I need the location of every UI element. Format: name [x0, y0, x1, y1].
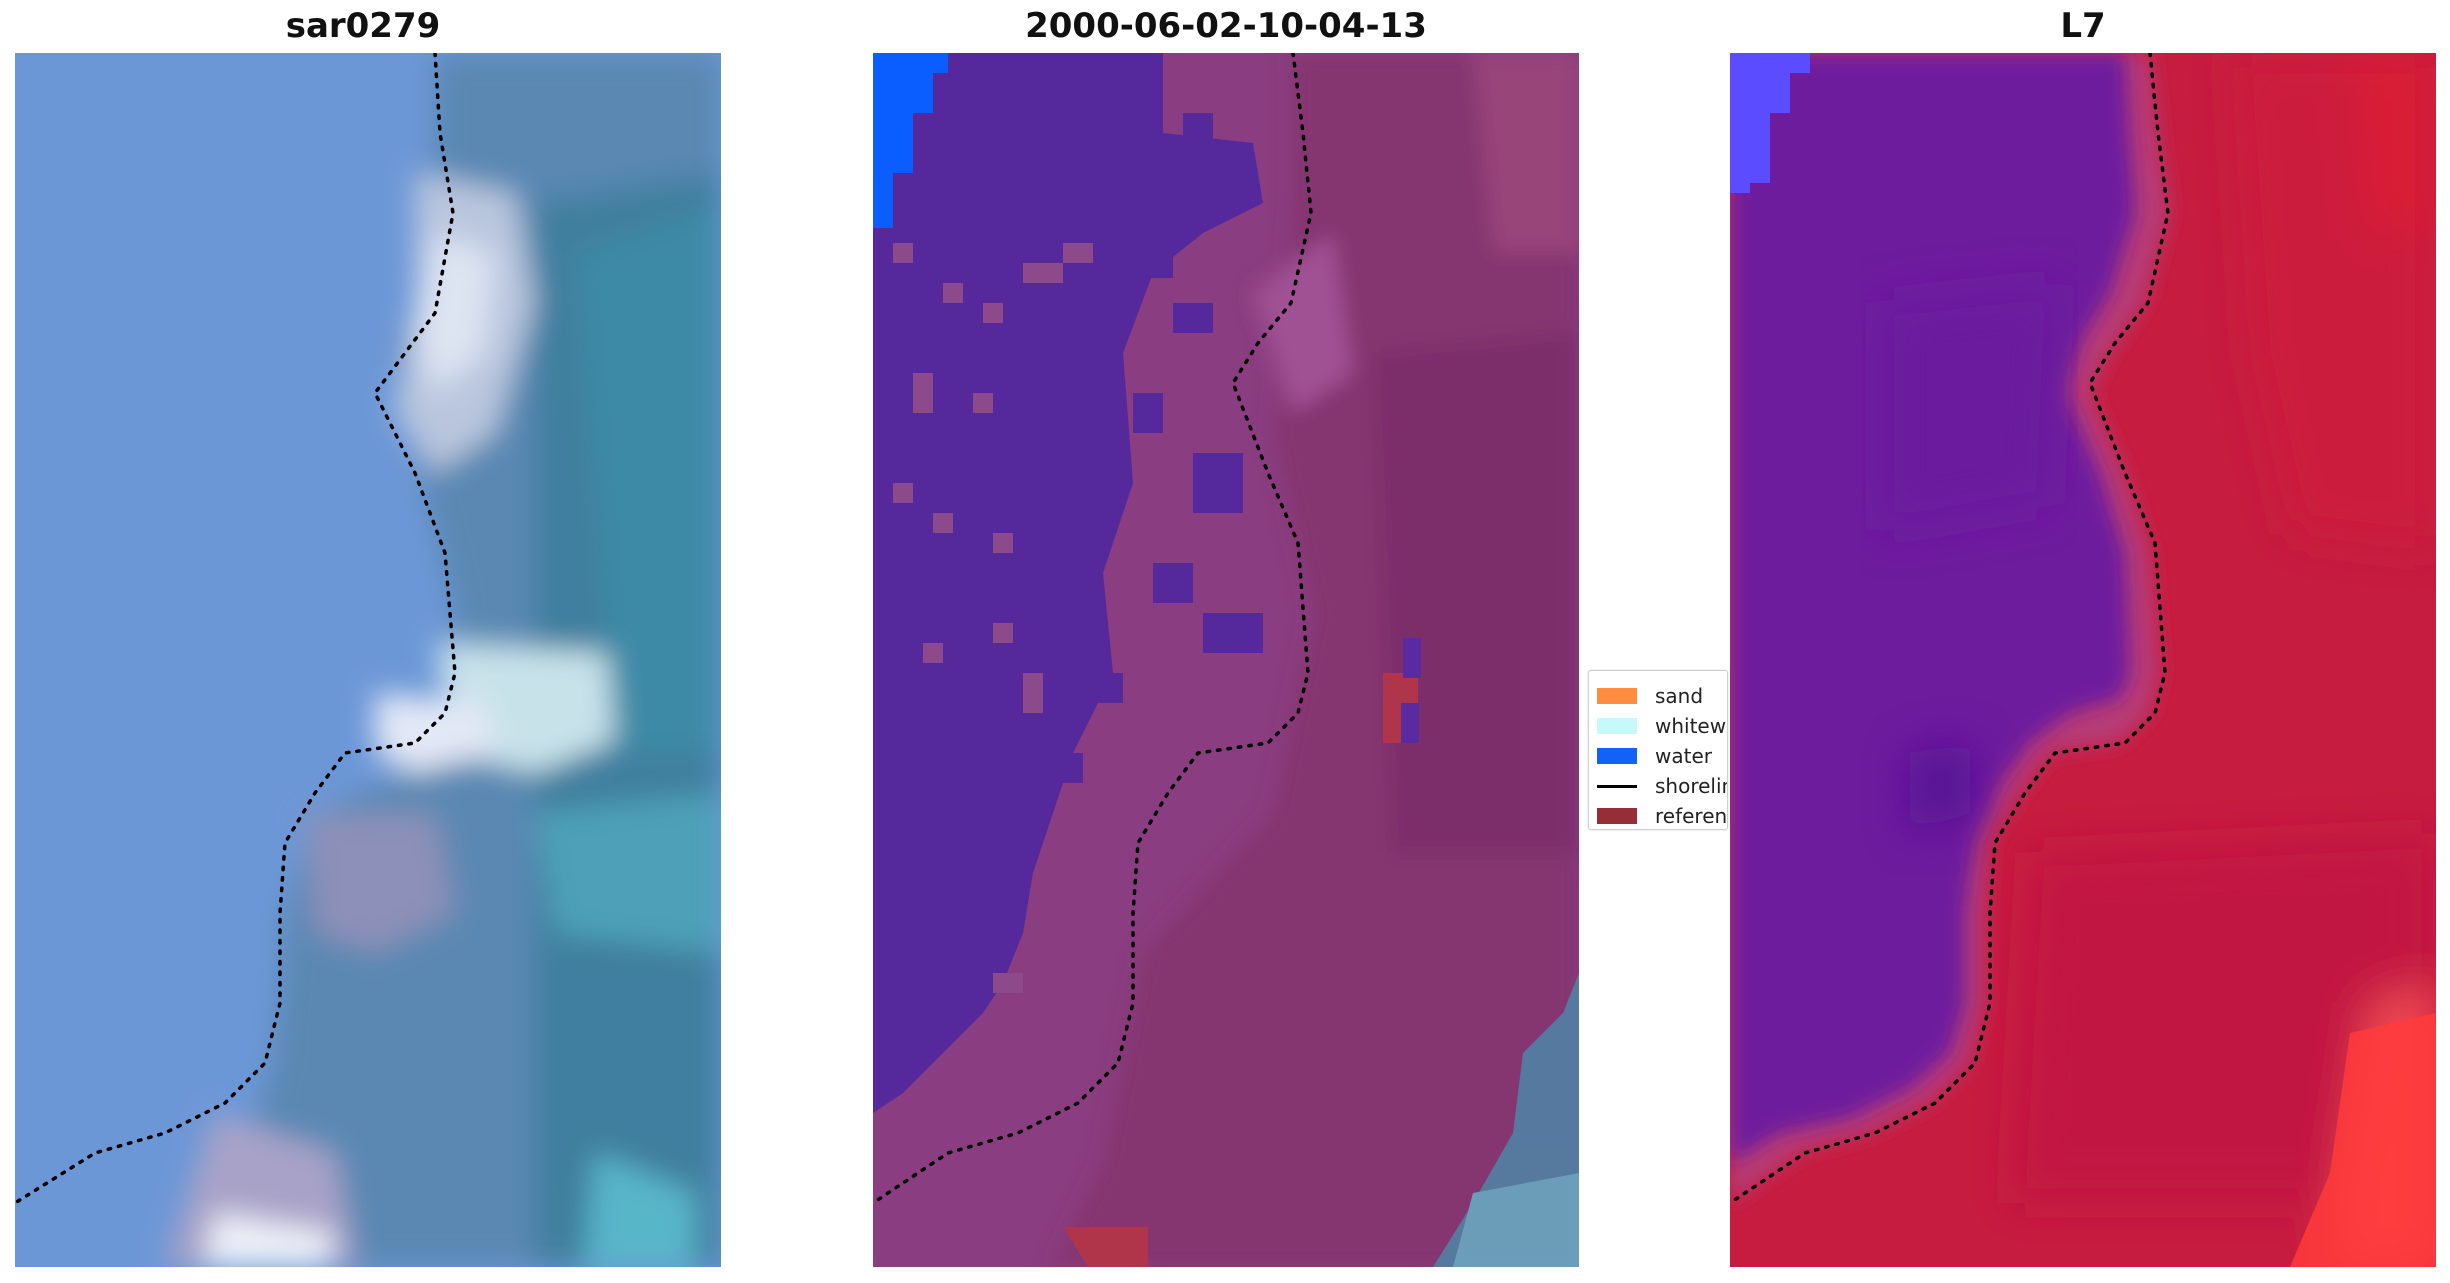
- legend-label-sand: sand: [1655, 684, 1704, 708]
- legend-item-whitewater: whitewater: [1597, 713, 1727, 739]
- title-panel-2: 2000-06-02-10-04-13: [1025, 6, 1427, 46]
- water-swatch: [1597, 748, 1637, 764]
- reference-swatch: [1597, 808, 1637, 824]
- whitewater-swatch: [1597, 718, 1637, 734]
- shoreline-classified: [873, 53, 1313, 1205]
- legend-item-reference: reference: [1597, 803, 1728, 829]
- legend-item-water: water: [1597, 743, 1712, 769]
- shoreline-index: [1730, 53, 2170, 1205]
- legend-label-reference: reference: [1655, 804, 1728, 828]
- shoreline-line-icon: [1597, 784, 1637, 788]
- classified-image: [873, 53, 1579, 1267]
- classified-panel: [873, 53, 1579, 1267]
- legend-label-water: water: [1655, 744, 1712, 768]
- legend-label-shoreline: shoreline: [1655, 774, 1727, 798]
- title-panel-3: L7: [2060, 6, 2106, 46]
- sand-swatch: [1597, 688, 1637, 704]
- legend-item-sand: sand: [1597, 683, 1703, 709]
- legend: sand whitewater water shoreline referenc…: [1588, 670, 1728, 830]
- legend-item-shoreline: shoreline: [1597, 773, 1727, 799]
- rgb-satellite-image: [15, 53, 721, 1267]
- index-image: [1730, 53, 2436, 1267]
- legend-label-whitewater: whitewater: [1655, 714, 1727, 738]
- index-panel: [1730, 53, 2436, 1267]
- rgb-satellite-panel: [15, 53, 721, 1267]
- title-panel-1: sar0279: [285, 6, 441, 46]
